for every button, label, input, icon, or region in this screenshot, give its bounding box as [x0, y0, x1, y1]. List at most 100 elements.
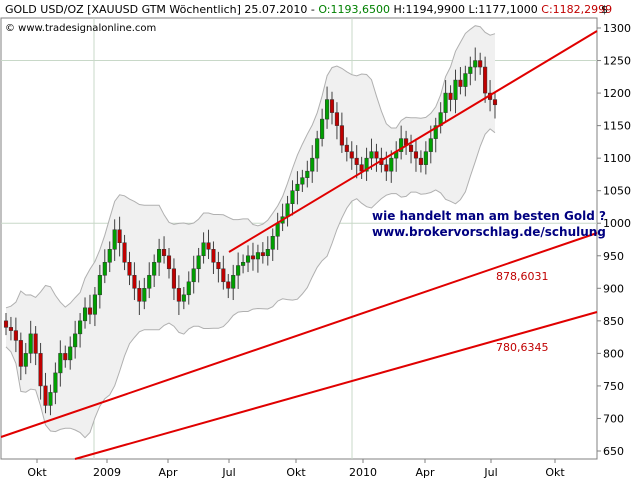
candle [162, 236, 167, 264]
candle [245, 245, 251, 273]
level-label-lower: 780,6345 [496, 341, 549, 354]
upper-channel-trendline [0, 232, 598, 438]
candle [157, 238, 162, 276]
candle [478, 52, 483, 75]
candle [399, 125, 404, 160]
candle [443, 80, 448, 123]
x-tick-label: 2009 [93, 466, 121, 479]
x-tick-label: Apr [158, 466, 178, 479]
candle [374, 143, 379, 172]
chart-title: GOLD USD/OZ [XAUUSD GTM Wöchentlich] 25.… [5, 3, 612, 16]
candle [127, 251, 132, 286]
candle [38, 342, 43, 400]
candle [18, 332, 23, 381]
candle [344, 137, 349, 162]
candle [359, 156, 364, 179]
candle [176, 275, 181, 315]
candle [48, 384, 53, 416]
candle [181, 287, 186, 310]
x-tick-label: Jul [221, 466, 235, 479]
currency-label: $ [601, 3, 608, 16]
candle-series [3, 47, 498, 416]
candle [413, 138, 419, 172]
y-tick-label: 1100 [603, 152, 631, 165]
candle [132, 262, 137, 301]
candle [137, 280, 142, 315]
y-tick-label: 900 [603, 282, 624, 295]
candle [117, 216, 122, 257]
candle [73, 320, 78, 359]
candle [265, 236, 270, 266]
candle [305, 160, 310, 188]
candle [102, 249, 107, 284]
y-tick-label: 800 [603, 347, 624, 360]
x-tick-label: Jul [483, 466, 497, 479]
y-axis: 650 700 750 800 850 900 950 1000 1050 1100 1150 120… [597, 22, 631, 458]
candle [63, 345, 68, 368]
x-axis: Okt 2009 Apr Jul Okt 2010 Apr Jul Okt [27, 459, 565, 479]
y-tick-label: 850 [603, 315, 624, 328]
candle [191, 255, 196, 294]
candle [329, 91, 335, 125]
x-tick-label: Okt [286, 466, 306, 479]
y-tick-label: 700 [603, 412, 624, 425]
candle [221, 255, 226, 290]
candle [231, 264, 236, 301]
candle [364, 147, 369, 181]
candle [226, 273, 231, 299]
candle [33, 326, 38, 366]
candle [300, 169, 305, 192]
candle [448, 85, 453, 112]
candle [166, 247, 172, 279]
low-value: L:1177,1000 [465, 3, 538, 16]
candle [492, 91, 498, 119]
bollinger-band-area [6, 25, 495, 438]
lower-channel-trendline [74, 311, 598, 460]
candle [354, 145, 359, 179]
candle [408, 134, 414, 164]
candle [320, 108, 325, 147]
candle [107, 241, 112, 273]
y-tick-label: 650 [603, 445, 624, 458]
x-tick-label: Apr [415, 466, 435, 479]
candle [260, 242, 265, 264]
candle [255, 244, 260, 273]
candle [339, 112, 344, 153]
candle [453, 69, 458, 114]
x-tick-label: Okt [545, 466, 565, 479]
candle [8, 316, 13, 341]
candle [201, 232, 206, 264]
candle [483, 56, 488, 103]
candle [3, 313, 9, 336]
candle [58, 340, 63, 387]
candle [433, 117, 438, 153]
candle [53, 362, 58, 405]
bollinger-upper-line [5, 25, 496, 309]
candle [171, 258, 176, 301]
candle [216, 251, 221, 283]
y-tick-label: 1000 [603, 217, 631, 230]
candle [92, 287, 97, 327]
candle [325, 86, 330, 129]
y-tick-label: 1200 [603, 87, 631, 100]
candle [295, 171, 300, 205]
candle [211, 241, 216, 274]
candle [315, 130, 320, 172]
candle [458, 67, 463, 95]
x-tick-label: Okt [27, 466, 47, 479]
y-tick-label: 950 [603, 250, 624, 263]
level-label-upper: 878,6031 [496, 270, 549, 283]
candle [78, 313, 83, 348]
candle [369, 138, 374, 170]
support-trendline [228, 30, 598, 253]
watermark: © www.tradesignalonline.com [5, 23, 156, 34]
candle [334, 102, 339, 140]
candle [186, 271, 191, 305]
candle [241, 254, 246, 274]
candle [349, 141, 354, 170]
candle [418, 150, 423, 173]
candle [28, 320, 33, 364]
candle [43, 372, 48, 414]
candle [310, 145, 315, 183]
